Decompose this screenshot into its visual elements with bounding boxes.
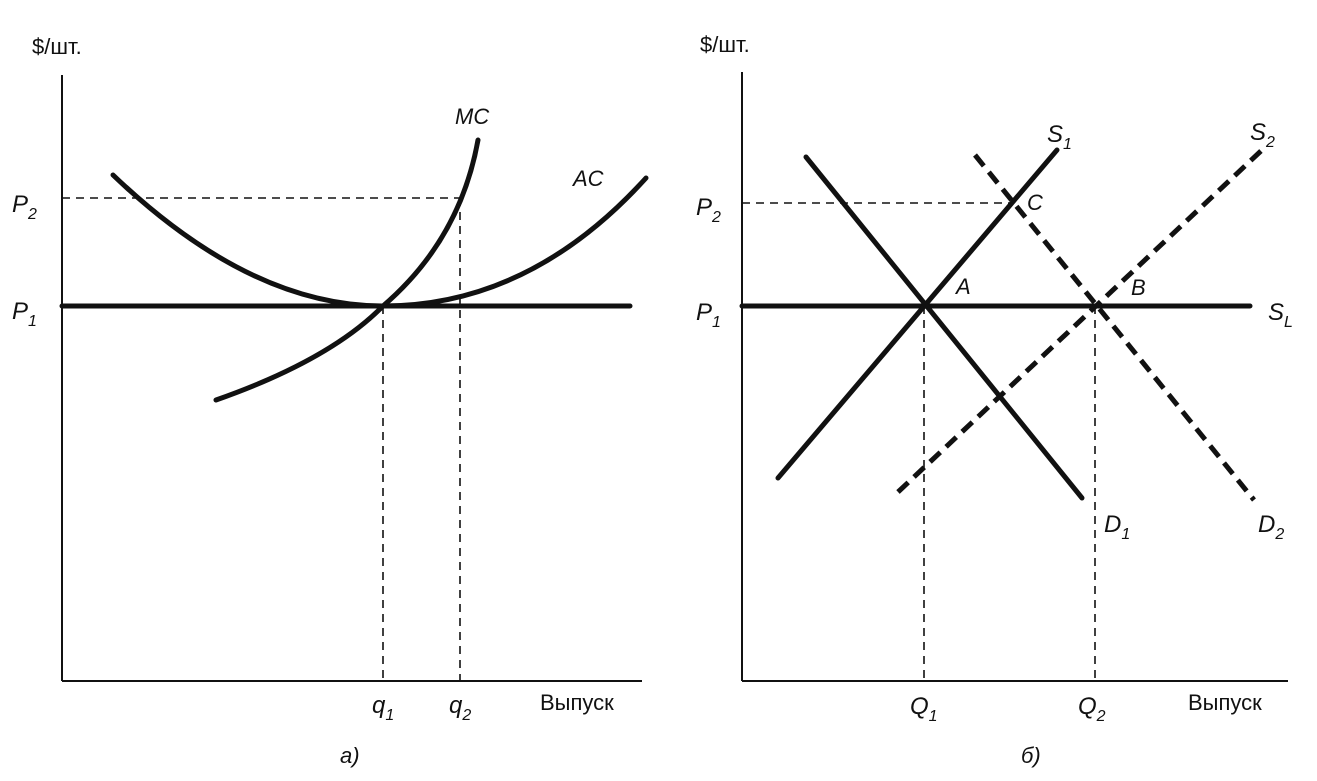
panel-a: $/шт. Выпуск P2 P1 q1 q2 MC AC a) <box>12 34 649 768</box>
d2-label: D2 <box>1258 511 1284 543</box>
right-q1-label: Q1 <box>910 693 938 725</box>
mc-label: MC <box>455 104 489 129</box>
left-x-axis-label: Выпуск <box>540 690 614 715</box>
right-caption: б) <box>1021 743 1041 768</box>
d1-label: D1 <box>1104 511 1130 543</box>
supply-s2-line <box>896 148 1264 494</box>
left-p1-label: P1 <box>12 298 37 330</box>
point-b-label: B <box>1131 275 1146 300</box>
left-p2-label: P2 <box>12 191 37 223</box>
supply-s1-line <box>775 147 1060 481</box>
right-q2-label: Q2 <box>1078 693 1106 725</box>
s1-label: S1 <box>1047 121 1072 153</box>
right-x-axis-label: Выпуск <box>1188 690 1262 715</box>
right-p2-label: P2 <box>696 194 721 226</box>
right-y-axis-label: $/шт. <box>700 32 750 57</box>
mc-curve <box>213 137 481 403</box>
left-q1-label: q1 <box>372 692 394 724</box>
sl-label: SL <box>1268 299 1293 331</box>
demand-d1-line <box>803 154 1085 501</box>
panel-b: $/шт. Выпуск P2 P1 Q1 Q2 S1 S2 SL D1 D2 … <box>696 32 1293 768</box>
left-caption: a) <box>340 743 360 768</box>
demand-d2-line <box>973 153 1256 502</box>
point-a-label: A <box>954 274 971 299</box>
point-c-label: C <box>1027 190 1043 215</box>
ac-curve <box>110 172 649 309</box>
ac-label: AC <box>571 166 604 191</box>
left-q2-label: q2 <box>449 692 471 724</box>
right-p1-label: P1 <box>696 299 721 331</box>
left-y-axis-label: $/шт. <box>32 34 82 59</box>
s2-label: S2 <box>1250 119 1275 151</box>
